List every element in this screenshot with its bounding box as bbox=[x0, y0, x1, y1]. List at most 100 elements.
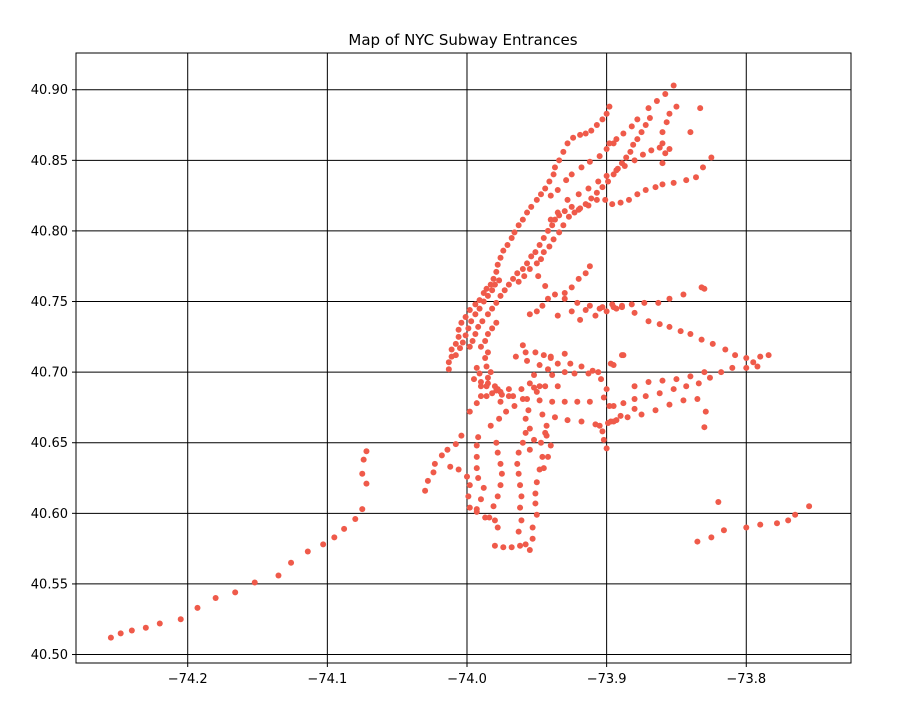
subway-entrance-point bbox=[531, 384, 538, 391]
subway-entrance-point bbox=[512, 353, 519, 360]
subway-entrance-point bbox=[525, 407, 532, 414]
subway-entrance-point bbox=[526, 266, 533, 273]
subway-entrance-point bbox=[609, 301, 616, 308]
subway-entrance-point bbox=[680, 291, 687, 298]
subway-entrance-point bbox=[698, 336, 705, 343]
subway-entrance-point bbox=[683, 383, 690, 390]
subway-entrance-point bbox=[117, 630, 124, 637]
subway-entrance-point bbox=[480, 298, 487, 305]
subway-entrance-point bbox=[529, 524, 536, 531]
plot-area-frame bbox=[75, 52, 852, 664]
subway-entrance-point bbox=[621, 162, 628, 169]
subway-entrance-point bbox=[722, 346, 729, 353]
subway-entrance-point bbox=[606, 140, 613, 147]
subway-entrance-point bbox=[482, 338, 489, 345]
subway-entrance-point bbox=[445, 359, 452, 366]
subway-entrance-point bbox=[554, 360, 561, 367]
subway-entrance-point bbox=[455, 333, 462, 340]
subway-entrance-point bbox=[484, 374, 491, 381]
subway-entrance-point bbox=[497, 292, 504, 299]
subway-entrance-point bbox=[556, 229, 563, 236]
subway-entrance-point bbox=[508, 234, 515, 241]
subway-entrance-point bbox=[574, 398, 581, 405]
subway-entrance-point bbox=[462, 332, 469, 339]
subway-entrance-point bbox=[554, 186, 561, 193]
subway-entrance-point bbox=[561, 208, 568, 215]
subway-entrance-point bbox=[515, 222, 522, 229]
subway-entrance-point bbox=[628, 301, 635, 308]
subway-entrance-point bbox=[609, 201, 616, 208]
subway-entrance-point bbox=[544, 453, 551, 460]
subway-entrance-point bbox=[568, 308, 575, 315]
subway-entrance-point bbox=[522, 415, 529, 422]
subway-entrance-point bbox=[694, 538, 701, 545]
subway-entrance-point bbox=[465, 493, 472, 500]
subway-entrance-point bbox=[575, 191, 582, 198]
subway-entrance-point bbox=[431, 460, 438, 467]
subway-entrance-point bbox=[473, 400, 480, 407]
subway-entrance-point bbox=[598, 376, 605, 383]
subway-entrance-point bbox=[487, 422, 494, 429]
subway-entrance-point bbox=[473, 465, 480, 472]
subway-entrance-point bbox=[500, 247, 507, 254]
subway-entrance-point bbox=[613, 136, 620, 143]
subway-entrance-point bbox=[602, 196, 609, 203]
subway-entrance-point bbox=[613, 167, 620, 174]
subway-entrance-point bbox=[490, 275, 497, 282]
subway-entrance-point bbox=[468, 318, 475, 325]
subway-entrance-point bbox=[466, 408, 473, 415]
subway-entrance-point bbox=[575, 275, 582, 282]
subway-entrance-point bbox=[556, 157, 563, 164]
subway-entrance-point bbox=[517, 542, 524, 549]
subway-entrance-point bbox=[212, 595, 219, 602]
subway-entrance-point bbox=[526, 547, 533, 554]
subway-entrance-point bbox=[563, 177, 570, 184]
subway-entrance-point bbox=[560, 222, 567, 229]
subway-entrance-point bbox=[556, 212, 563, 219]
subway-entrance-point bbox=[462, 314, 469, 321]
subway-entrance-point bbox=[496, 415, 503, 422]
subway-entrance-point bbox=[452, 340, 459, 347]
subway-entrance-point bbox=[603, 308, 610, 315]
y-tick-label: 40.55 bbox=[31, 577, 68, 592]
subway-entrance-point bbox=[489, 287, 496, 294]
subway-entrance-point bbox=[577, 131, 584, 138]
subway-entrance-point bbox=[542, 282, 549, 289]
subway-entrance-point bbox=[517, 482, 524, 489]
subway-entrance-point bbox=[518, 386, 525, 393]
subway-entrance-point bbox=[550, 171, 557, 178]
subway-entrance-point bbox=[680, 397, 687, 404]
subway-entrance-point bbox=[458, 319, 465, 326]
subway-entrance-point bbox=[634, 136, 641, 143]
subway-entrance-point bbox=[666, 401, 673, 408]
subway-entrance-point bbox=[533, 388, 540, 395]
subway-entrance-point bbox=[546, 243, 553, 250]
subway-entrance-point bbox=[551, 414, 558, 421]
subway-entrance-point bbox=[477, 343, 484, 350]
subway-entrance-point bbox=[484, 330, 491, 337]
subway-entrance-point bbox=[515, 528, 522, 535]
subway-entrance-point bbox=[547, 216, 554, 223]
subway-entrance-point bbox=[708, 534, 715, 541]
subway-entrance-point bbox=[547, 192, 554, 199]
subway-entrance-point bbox=[606, 403, 613, 410]
subway-entrance-point bbox=[542, 185, 549, 192]
subway-entrance-point bbox=[457, 345, 464, 352]
subway-entrance-point bbox=[444, 446, 451, 453]
subway-entrance-point bbox=[620, 400, 627, 407]
subway-entrance-point bbox=[578, 164, 585, 171]
subway-entrance-point bbox=[588, 127, 595, 134]
subway-entrance-point bbox=[363, 480, 370, 487]
subway-entrance-point bbox=[561, 369, 568, 376]
subway-entrance-point bbox=[568, 171, 575, 178]
subway-entrance-point bbox=[475, 323, 482, 330]
subway-entrance-point bbox=[754, 363, 761, 370]
subway-entrance-point bbox=[561, 350, 568, 357]
subway-entrance-point bbox=[701, 369, 708, 376]
subway-entrance-point bbox=[550, 236, 557, 243]
subway-entrance-point bbox=[582, 130, 589, 137]
subway-entrance-point bbox=[455, 326, 462, 333]
subway-entrance-point bbox=[455, 466, 462, 473]
subway-entrance-point bbox=[605, 178, 612, 185]
subway-entrance-point bbox=[655, 299, 662, 306]
